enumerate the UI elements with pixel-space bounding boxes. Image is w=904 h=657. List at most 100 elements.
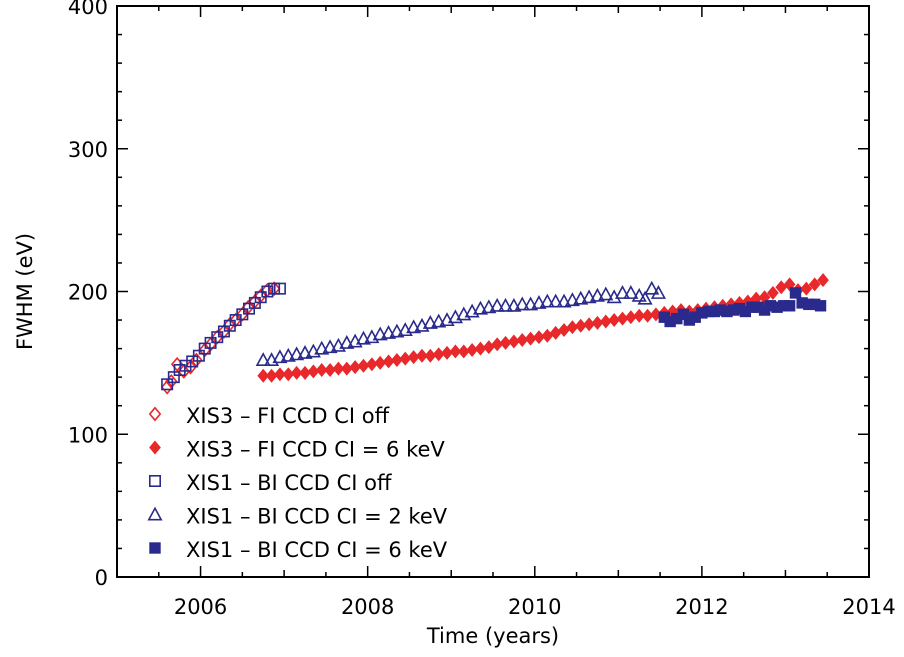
legend-item: XIS1 – BI CCD CI off [149,471,392,495]
data-point [307,364,320,379]
x-tick-label: 2008 [341,595,394,619]
data-point [399,351,412,366]
x-axis-title: Time (years) [426,624,559,648]
legend-marker [149,440,161,455]
y-tick-label: 400 [68,0,108,19]
data-point [775,280,788,295]
data-point [523,296,539,311]
data-point [514,296,530,311]
data-point [257,368,270,383]
data-point [491,337,504,352]
data-point [783,277,796,292]
y-axis-title: FWHM (eV) [13,233,37,350]
data-point [631,287,647,302]
data-point [324,363,336,377]
data-point [524,331,537,346]
data-point [424,348,437,363]
data-point [641,308,654,323]
data-point [817,273,829,288]
data-point [357,358,370,373]
y-tick-label: 300 [68,138,108,162]
data-point [416,348,428,363]
legend-label: XIS1 – BI CCD CI off [186,471,392,495]
legend-item: XIS1 – BI CCD CI = 2 keV [147,505,448,529]
data-point [789,287,802,299]
data-point [314,340,330,355]
legend-label: XIS1 – BI CCD CI = 2 keV [186,505,448,529]
axis-ticks [116,5,870,578]
data-point [548,293,564,308]
x-tick-label: 2006 [174,595,227,619]
data-point [381,325,397,339]
data-point [783,300,796,312]
data-point [406,319,422,334]
data-point [573,290,589,305]
data-point [472,300,489,315]
data-point [581,289,597,304]
legend-label: XIS1 – BI CCD CI = 6 keV [186,538,448,562]
data-point [315,363,328,377]
data-point [297,345,313,359]
data-point [564,292,580,307]
data-point [516,333,529,348]
data-point [457,344,470,359]
legend-label: XIS3 – FI CCD CI off [186,404,390,428]
data-point [599,314,612,329]
data-point [389,323,405,338]
y-tick-labels: 0 100 200 300 400 [68,0,108,590]
series-1 [257,273,829,383]
data-point [160,379,174,395]
data-point [282,367,295,382]
data-point [441,345,453,360]
data-point [289,346,305,361]
data-point [217,324,231,339]
data-point [349,360,361,375]
data-point [533,330,545,345]
data-point [508,334,520,349]
data-point [391,353,403,367]
data-point [574,318,587,333]
data-point [374,355,387,370]
data-point [299,365,311,380]
data-point [650,285,666,299]
series-4 [658,287,827,328]
data-point [644,280,660,295]
data-point [432,347,445,362]
data-point [677,308,690,321]
data-point [407,350,420,365]
data-point [637,290,653,305]
data-point [274,367,286,382]
data-point [608,313,621,328]
data-point [566,320,579,335]
legend-marker [149,542,161,554]
data-point [273,282,286,295]
data-point [382,354,395,369]
y-tick-label: 100 [68,423,108,447]
data-point [431,313,447,328]
series-3 [255,280,666,367]
data-point [355,330,372,345]
data-point [558,323,570,338]
data-point [541,328,554,343]
y-tick-label: 0 [95,566,108,590]
data-point [625,310,637,325]
data-point [179,359,192,372]
x-tick-label: 2014 [842,595,895,619]
data-point [481,299,497,314]
data-point [449,344,462,359]
data-point [332,361,345,376]
x-tick-label: 2012 [675,595,728,619]
data-point [255,352,271,367]
data-point [633,308,646,323]
legend-label: XIS3 – FI CCD CI = 6 keV [186,438,445,462]
data-point [365,357,378,372]
data-point [616,311,629,326]
data-point [272,349,288,364]
data-point [482,340,495,355]
legend-marker [147,506,163,521]
data-point [211,329,224,345]
data-point [265,368,278,383]
series-2 [161,282,286,391]
data-point [814,300,827,312]
legend: XIS3 – FI CCD CI off XIS3 – FI CCD CI = 6… [147,404,448,562]
